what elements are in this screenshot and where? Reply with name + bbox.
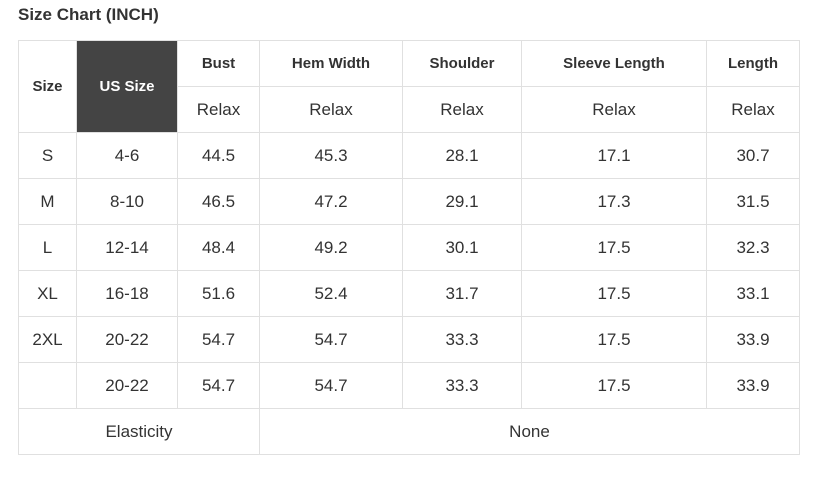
data-cell: 47.2: [259, 178, 403, 225]
data-row: S 4-6 44.5 45.3 28.1 17.1 30.7: [18, 132, 800, 179]
data-cell: 54.7: [259, 316, 403, 363]
data-cell: 12-14: [76, 224, 178, 271]
footer-cell: None: [259, 408, 800, 455]
data-cell: S: [18, 132, 77, 179]
data-cell: 32.3: [706, 224, 800, 271]
header-cell: Hem Width: [259, 40, 403, 87]
data-cell: [18, 362, 77, 409]
data-cell: 17.5: [521, 224, 707, 271]
subheader-cell: Relax: [177, 86, 260, 133]
header-cell: Bust: [177, 40, 260, 87]
subheader-cell: Relax: [521, 86, 707, 133]
data-cell: 44.5: [177, 132, 260, 179]
data-cell: 51.6: [177, 270, 260, 317]
data-cell: 17.3: [521, 178, 707, 225]
data-cell: 52.4: [259, 270, 403, 317]
data-cell: 17.5: [521, 362, 707, 409]
data-cell: 20-22: [76, 362, 178, 409]
data-cell: 54.7: [259, 362, 403, 409]
header-cell: Size: [18, 40, 77, 133]
data-cell: 28.1: [402, 132, 522, 179]
data-row: XL 16-18 51.6 52.4 31.7 17.5 33.1: [18, 270, 800, 317]
header-cell: Shoulder: [402, 40, 522, 87]
data-cell: 54.7: [177, 316, 260, 363]
header-cell: Sleeve Length: [521, 40, 707, 87]
data-cell: 33.9: [706, 362, 800, 409]
data-cell: 4-6: [76, 132, 178, 179]
data-cell: 20-22: [76, 316, 178, 363]
footer-cell: Elasticity: [18, 408, 260, 455]
header-cell: Length: [706, 40, 800, 87]
data-cell: 31.7: [402, 270, 522, 317]
title: Size Chart (INCH): [18, 5, 159, 24]
data-cell: 33.3: [402, 362, 522, 409]
data-cell: 33.3: [402, 316, 522, 363]
data-cell: 29.1: [402, 178, 522, 225]
data-cell: 17.5: [521, 270, 707, 317]
data-cell: 31.5: [706, 178, 800, 225]
data-cell: XL: [18, 270, 77, 317]
footer-row: Elasticity None: [18, 408, 800, 455]
data-cell: 45.3: [259, 132, 403, 179]
header-row: Size US Size Bust Hem Width Shoulder Sleeve L…: [18, 40, 800, 133]
data-cell: 30.7: [706, 132, 800, 179]
data-row: 2XL 20-22 54.7 54.7 33.3 17.5 33.9: [18, 316, 800, 363]
data-cell: 46.5: [177, 178, 260, 225]
subheader-cell: Relax: [259, 86, 403, 133]
data-row: M 8-10 46.5 47.2 29.1 17.3 31.5: [18, 178, 800, 225]
data-row: L 12-14 48.4 49.2 30.1 17.5 32.3: [18, 224, 800, 271]
data-cell: M: [18, 178, 77, 225]
data-cell: 54.7: [177, 362, 260, 409]
data-cell: 33.9: [706, 316, 800, 363]
data-cell: 2XL: [18, 316, 77, 363]
subheader-row: Relax Relax Relax Relax Relax: [19, 86, 800, 133]
data-row: 20-22 54.7 54.7 33.3 17.5 33.9: [18, 362, 800, 409]
data-cell: 33.1: [706, 270, 800, 317]
data-cell: 49.2: [259, 224, 403, 271]
data-cell: 17.1: [521, 132, 707, 179]
subheader-cell: Relax: [706, 86, 800, 133]
data-cell: L: [18, 224, 77, 271]
data-cell: 30.1: [402, 224, 522, 271]
size-table: Size US Size Bust Hem Width Shoulder Sleeve L…: [18, 40, 800, 455]
data-cell: 8-10: [76, 178, 178, 225]
header-cell: US Size: [76, 40, 178, 133]
subheader-cell: Relax: [402, 86, 522, 133]
data-cell: 17.5: [521, 316, 707, 363]
data-cell: 48.4: [177, 224, 260, 271]
data-cell: 16-18: [76, 270, 178, 317]
